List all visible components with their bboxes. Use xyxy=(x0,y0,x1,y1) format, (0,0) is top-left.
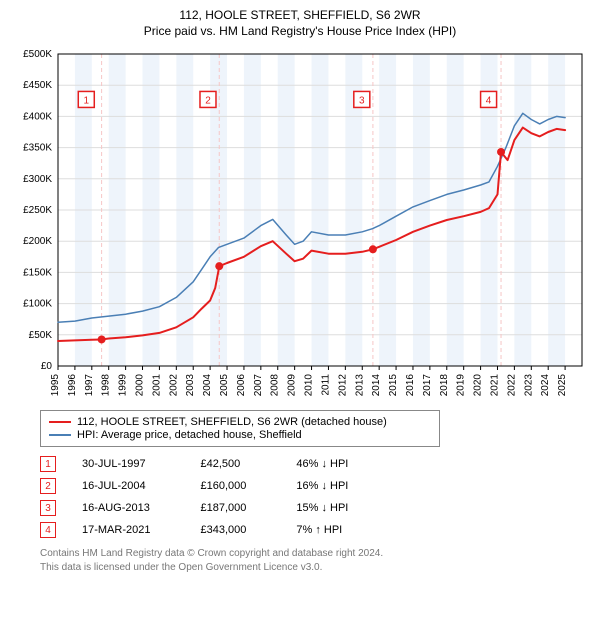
legend-swatch xyxy=(49,434,71,436)
svg-text:£150K: £150K xyxy=(23,267,52,278)
svg-text:£400K: £400K xyxy=(23,111,52,122)
sale-price: £187,000 xyxy=(200,497,296,519)
sale-marker: 1 xyxy=(40,456,56,472)
svg-text:2: 2 xyxy=(205,95,211,106)
svg-text:£500K: £500K xyxy=(23,49,52,60)
svg-text:£50K: £50K xyxy=(29,330,53,341)
svg-text:2015: 2015 xyxy=(388,374,399,397)
svg-text:£100K: £100K xyxy=(23,299,52,310)
attribution-line1: Contains HM Land Registry data © Crown c… xyxy=(40,547,590,561)
svg-text:2002: 2002 xyxy=(168,374,179,397)
svg-text:1997: 1997 xyxy=(84,374,95,397)
legend-label: 112, HOOLE STREET, SHEFFIELD, S6 2WR (de… xyxy=(77,416,387,428)
svg-text:2020: 2020 xyxy=(473,374,484,397)
svg-text:£250K: £250K xyxy=(23,205,52,216)
svg-text:2008: 2008 xyxy=(270,374,281,397)
svg-text:2022: 2022 xyxy=(506,374,517,397)
svg-text:2023: 2023 xyxy=(523,374,534,397)
table-row: 4 17-MAR-2021£343,0007% ↑ HPI xyxy=(40,519,358,541)
svg-text:2004: 2004 xyxy=(202,374,213,397)
legend-swatch xyxy=(49,421,71,423)
sale-marker: 3 xyxy=(40,500,56,516)
sales-table: 1 30-JUL-1997£42,50046% ↓ HPI 2 16-JUL-2004… xyxy=(40,453,358,541)
sale-delta: 16% ↓ HPI xyxy=(296,475,358,497)
svg-text:2009: 2009 xyxy=(287,374,298,397)
svg-text:£450K: £450K xyxy=(23,80,52,91)
svg-text:2001: 2001 xyxy=(151,374,162,397)
svg-text:1: 1 xyxy=(84,95,90,106)
svg-text:2003: 2003 xyxy=(185,374,196,397)
chart-subtitle: Price paid vs. HM Land Registry's House … xyxy=(10,24,590,38)
svg-text:2007: 2007 xyxy=(253,374,264,397)
svg-text:£350K: £350K xyxy=(23,143,52,154)
sale-date: 16-JUL-2004 xyxy=(82,475,200,497)
legend-label: HPI: Average price, detached house, Shef… xyxy=(77,429,302,441)
sale-marker: 4 xyxy=(40,522,56,538)
sale-date: 16-AUG-2013 xyxy=(82,497,200,519)
legend: 112, HOOLE STREET, SHEFFIELD, S6 2WR (de… xyxy=(40,410,440,447)
sale-delta: 7% ↑ HPI xyxy=(296,519,358,541)
svg-text:2014: 2014 xyxy=(371,374,382,397)
svg-text:£200K: £200K xyxy=(23,236,52,247)
sale-delta: 46% ↓ HPI xyxy=(296,453,358,475)
sale-date: 30-JUL-1997 xyxy=(82,453,200,475)
svg-text:2017: 2017 xyxy=(422,374,433,397)
svg-text:2021: 2021 xyxy=(489,374,500,397)
svg-text:1999: 1999 xyxy=(118,374,129,397)
sale-price: £160,000 xyxy=(200,475,296,497)
sale-marker: 2 xyxy=(40,478,56,494)
chart-title: 112, HOOLE STREET, SHEFFIELD, S6 2WR xyxy=(10,8,590,22)
svg-text:1995: 1995 xyxy=(50,374,61,397)
table-row: 2 16-JUL-2004£160,00016% ↓ HPI xyxy=(40,475,358,497)
svg-text:2005: 2005 xyxy=(219,374,230,397)
line-chart: £0 £50K £100K £150K £200K £250K £300K £350K £400… xyxy=(10,46,590,406)
svg-text:2012: 2012 xyxy=(337,374,348,397)
svg-text:2019: 2019 xyxy=(456,374,467,397)
svg-text:2010: 2010 xyxy=(304,374,315,397)
table-row: 3 16-AUG-2013£187,00015% ↓ HPI xyxy=(40,497,358,519)
svg-text:4: 4 xyxy=(486,95,492,106)
svg-text:2024: 2024 xyxy=(540,374,551,397)
svg-text:2006: 2006 xyxy=(236,374,247,397)
svg-text:1996: 1996 xyxy=(67,374,78,397)
svg-text:£300K: £300K xyxy=(23,174,52,185)
svg-text:2011: 2011 xyxy=(320,374,331,396)
svg-text:£0: £0 xyxy=(41,361,53,372)
svg-text:3: 3 xyxy=(359,95,365,106)
legend-item: 112, HOOLE STREET, SHEFFIELD, S6 2WR (de… xyxy=(49,416,431,428)
sale-delta: 15% ↓ HPI xyxy=(296,497,358,519)
svg-text:1998: 1998 xyxy=(101,374,112,397)
svg-text:2013: 2013 xyxy=(354,374,365,397)
attribution: Contains HM Land Registry data © Crown c… xyxy=(40,547,590,574)
svg-text:2000: 2000 xyxy=(135,374,146,397)
sale-price: £343,000 xyxy=(200,519,296,541)
sale-date: 17-MAR-2021 xyxy=(82,519,200,541)
svg-text:2018: 2018 xyxy=(439,374,450,397)
sale-price: £42,500 xyxy=(200,453,296,475)
svg-text:2025: 2025 xyxy=(557,374,568,397)
svg-text:2016: 2016 xyxy=(405,374,416,397)
chart-area: £0 £50K £100K £150K £200K £250K £300K £350K £400… xyxy=(10,46,590,406)
attribution-line2: This data is licensed under the Open Gov… xyxy=(40,561,590,575)
legend-item: HPI: Average price, detached house, Shef… xyxy=(49,429,431,441)
table-row: 1 30-JUL-1997£42,50046% ↓ HPI xyxy=(40,453,358,475)
